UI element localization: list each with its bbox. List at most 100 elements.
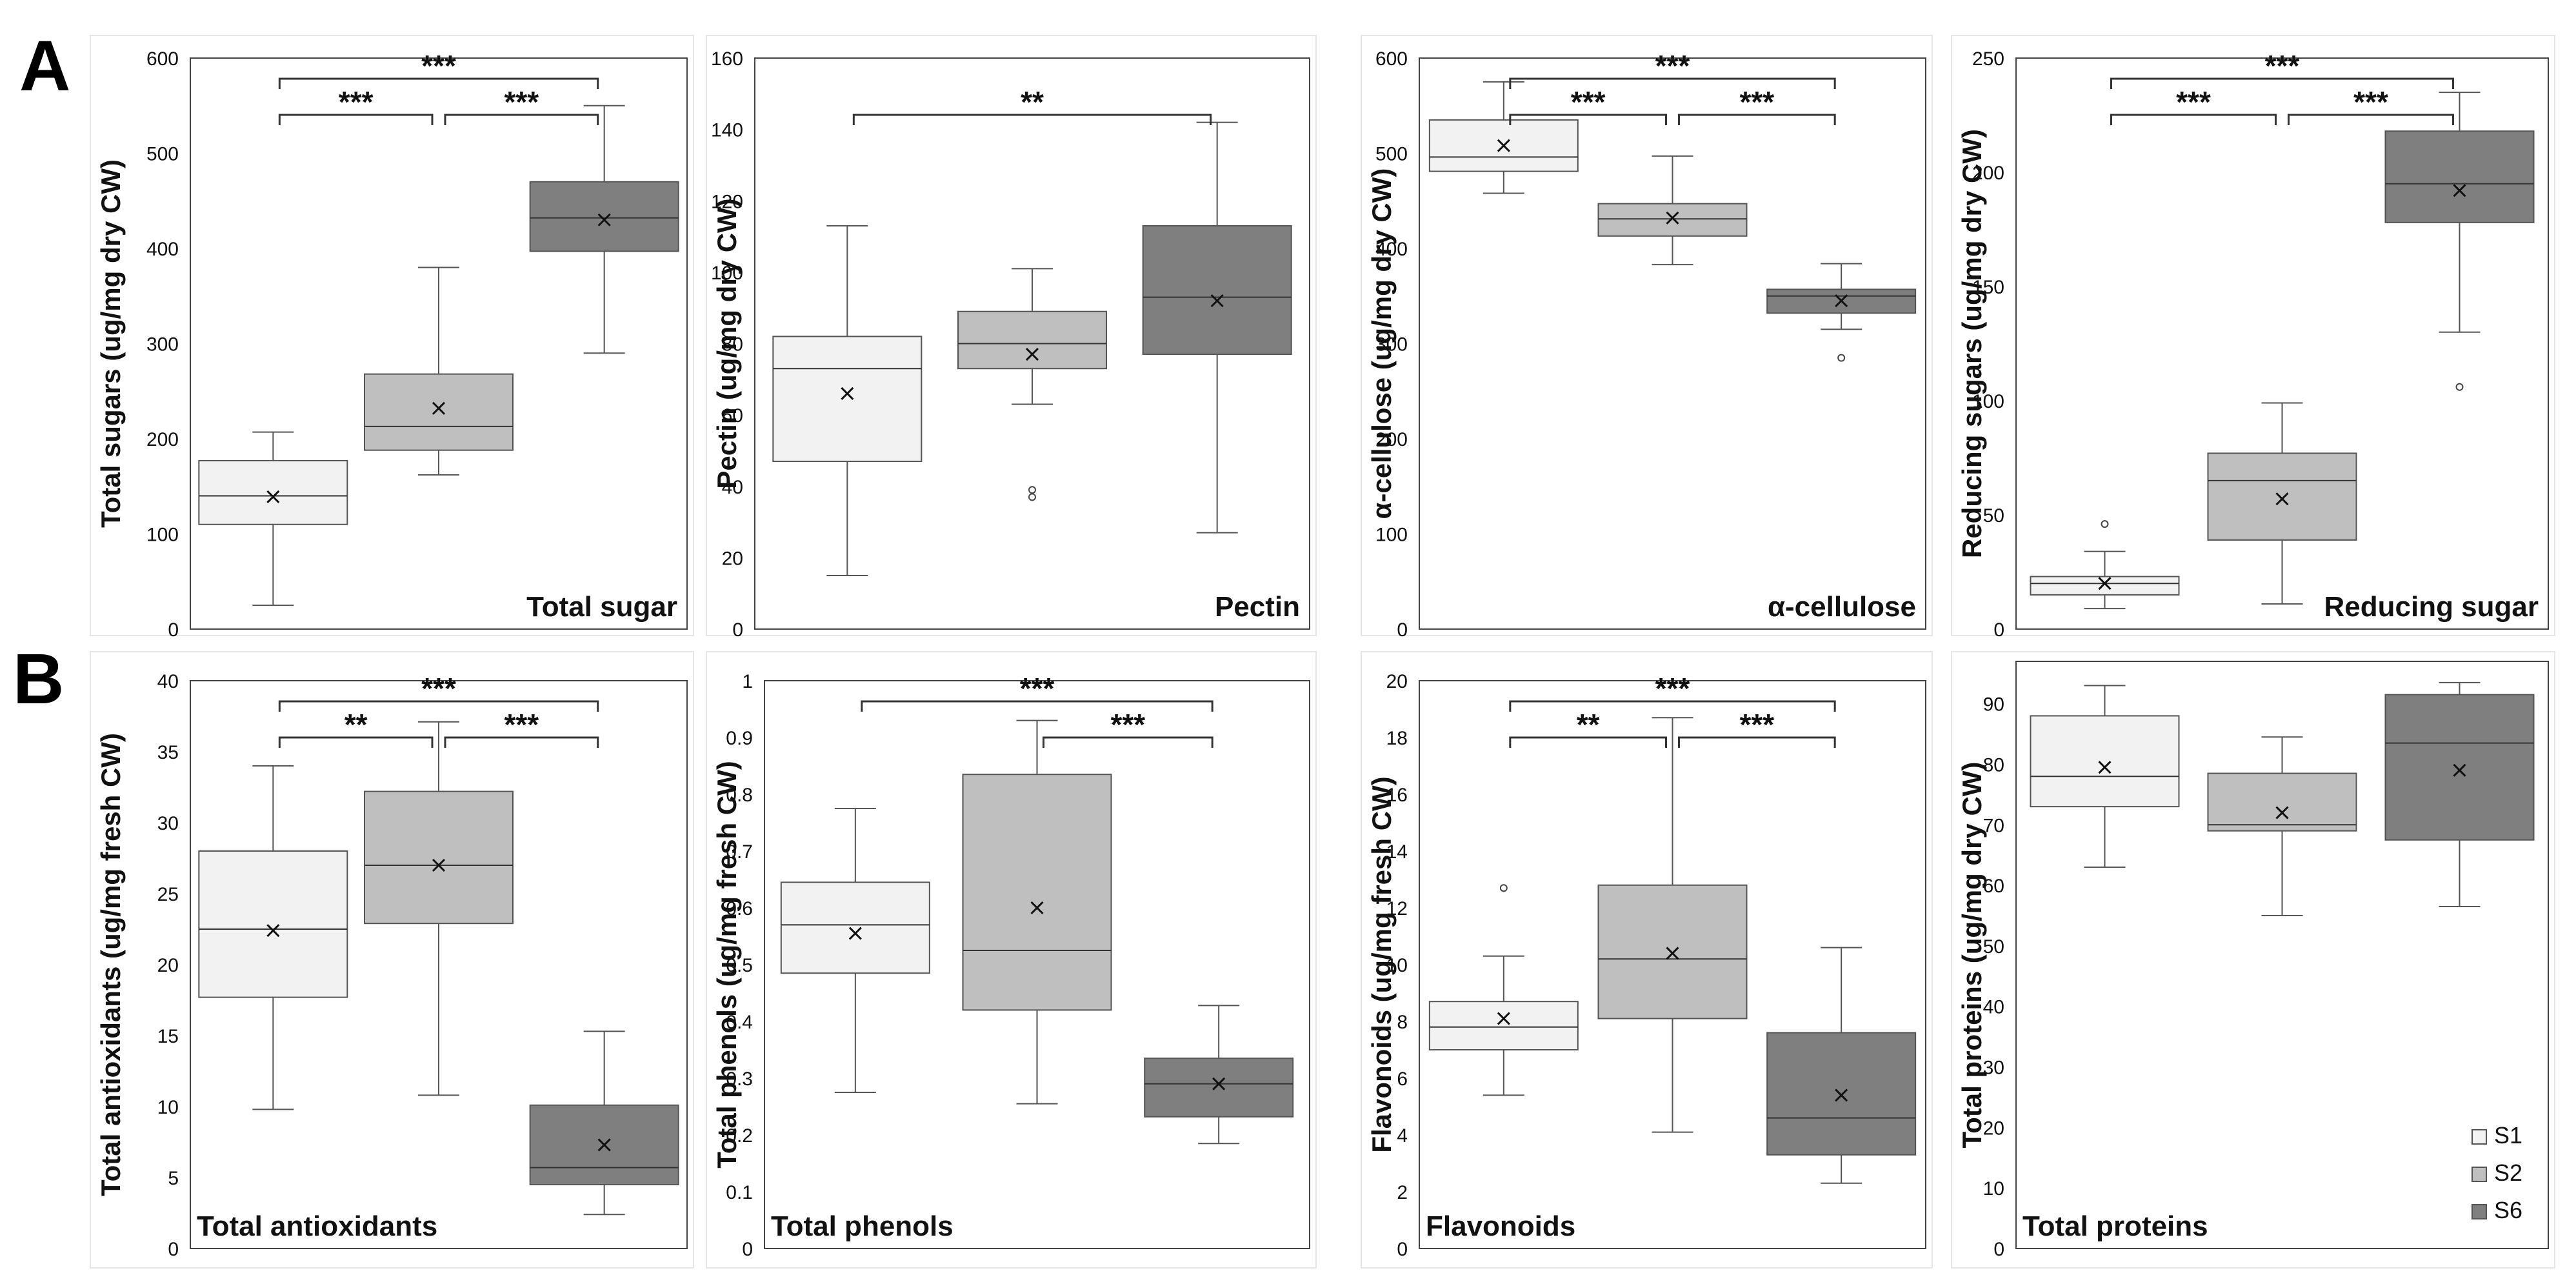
chart-8: 0 10 20 30 40 50 60 70 80 90 Total proteins (ug/mg… [1951,651,2555,1269]
y-tick-label: 400 [146,239,179,260]
box-iqr [198,850,348,998]
outlier-point [1028,493,1036,501]
y-tick-label: 4 [1397,1125,1408,1147]
legend-label-s1: S1 [2494,1122,2522,1149]
mean-marker [1666,947,1679,960]
y-tick-label: 40 [722,477,743,498]
box-s2 [364,721,514,1096]
y-tick-label: 100 [711,263,743,284]
legend-label-s2: S2 [2494,1159,2522,1186]
box-s2 [2207,736,2357,917]
y-tick-label: 16 [1386,785,1408,806]
panel-title: Total phenols [771,1210,954,1242]
chart-3: 0 100 200 300 400 500 600 α-cellulose (ug/mg dr… [1361,35,1933,641]
y-tick-label: 10 [1983,1178,2004,1199]
y-tick-label: 200 [146,429,179,450]
panel-frame [1951,651,2555,1269]
y-tick-label: 100 [1972,391,2004,412]
y-tick-label: 0.3 [726,1068,753,1090]
mean-marker [2453,763,2466,777]
box-iqr [780,881,930,974]
significance-bracket [1509,700,1836,712]
y-tick-label: 10 [157,1097,179,1118]
box-s2 [2207,402,2357,605]
significance-bracket [278,114,434,125]
significance-bracket [1043,736,1213,748]
y-tick-label: 0 [168,619,179,641]
y-tick-label: 250 [1972,48,2004,70]
y-tick-label: 600 [1375,48,1408,70]
box-iqr [772,336,923,463]
box-iqr [1597,203,1748,237]
y-tick-label: 20 [1983,1118,2004,1139]
outlier-point [2455,383,2464,391]
y-tick-label: 500 [1375,144,1408,165]
significance-stars: *** [504,708,539,741]
panel-frame [706,35,1317,636]
significance-bracket [1509,77,1836,89]
significance-bracket [2110,114,2277,125]
y-tick-label: 30 [1983,1058,2004,1079]
y-axis-label: Pectin (ug/mg dry CW) [712,198,742,488]
legend-swatch-s6 [2471,1204,2487,1219]
mean-marker [597,213,611,226]
significance-stars: *** [339,85,374,119]
y-axis-label: Total sugars (ug/mg dry CW) [95,159,126,528]
y-tick-label: 0.2 [726,1125,753,1147]
y-tick-label: 0 [742,1239,753,1260]
y-axis-label: α-cellulose (ug/mg dry CW) [1366,168,1397,519]
significance-stars: ** [344,708,368,741]
y-tick-label: 0 [1397,619,1408,641]
y-tick-label: 0.1 [726,1182,753,1203]
y-axis-label: Total phenols (ug/mg fresh CW) [712,761,742,1169]
y-tick-label: 0.7 [726,841,753,863]
y-tick-label: 80 [1983,754,2004,776]
box-s6 [2384,681,2535,907]
mean-marker [1212,1077,1226,1090]
y-tick-label: 60 [1983,876,2004,897]
y-tick-label: 100 [146,525,179,546]
y-tick-label: 40 [1983,997,2004,1018]
significance-bracket [2110,77,2454,89]
panel-title: Total proteins [2022,1210,2208,1242]
box-iqr [198,459,348,525]
y-tick-label: 35 [157,742,179,763]
box-iqr [2384,694,2535,841]
y-axis-label: Total antioxidants (ug/mg fresh CW) [95,733,126,1196]
significance-stars: ** [1577,708,1600,741]
panel-title: Total antioxidants [197,1210,437,1242]
y-tick-label: 300 [146,334,179,356]
significance-bracket [1509,114,1667,125]
box-iqr [1766,1032,1917,1156]
y-tick-label: 80 [722,334,743,356]
mean-marker [2275,806,2289,819]
y-tick-label: 0 [1397,1239,1408,1260]
y-tick-label: 10 [1386,955,1408,976]
significance-bracket [444,736,599,748]
box-s6 [1142,121,1292,534]
y-tick-label: 0.4 [726,1012,753,1033]
y-tick-label: 20 [1386,671,1408,692]
y-tick-label: 100 [1375,525,1408,546]
panel-title: Total sugar [526,591,677,623]
mean-marker [1025,348,1039,361]
box-iqr [2207,452,2357,541]
y-tick-label: 150 [1972,277,2004,298]
box-s1 [1428,884,1579,1096]
y-tick-label: 20 [722,548,743,569]
outlier-point [1499,884,1508,892]
significance-bracket [852,114,1212,125]
box-s1 [772,225,923,577]
y-tick-label: 160 [711,48,743,70]
y-tick-label: 70 [1983,815,2004,836]
y-tick-label: 6 [1397,1068,1408,1090]
y-tick-label: 14 [1386,841,1408,863]
mean-marker [432,858,446,872]
chart-4: 0 50 100 150 200 250 Reducing sugars (ug/mg dr… [1951,35,2555,641]
mean-marker [848,927,862,940]
y-tick-label: 50 [1983,505,2004,527]
chart-5: 0 5 10 15 20 25 30 35 40 Total antioxidants (ug/m… [90,651,694,1269]
significance-bracket [1678,114,1836,125]
significance-stars: *** [1739,708,1774,741]
box-iqr [2030,715,2180,808]
